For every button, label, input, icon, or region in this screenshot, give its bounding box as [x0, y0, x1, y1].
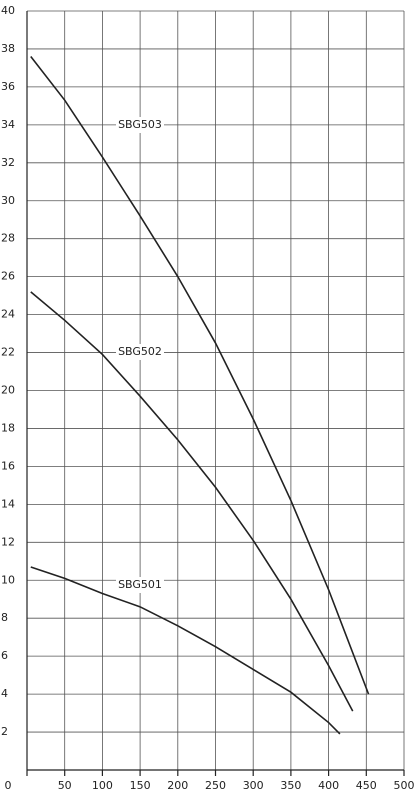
y-tick-label: 12	[1, 535, 15, 548]
x-tick-label: 500	[394, 779, 415, 792]
y-tick-label: 36	[1, 80, 15, 93]
curve-label: SBG503	[118, 118, 162, 131]
x-tick-label: 200	[167, 779, 188, 792]
y-tick-label: 4	[1, 687, 8, 700]
curve	[30, 56, 370, 695]
y-tick-label: 26	[1, 270, 15, 283]
label-bg	[116, 577, 164, 593]
y-tick-label: 34	[1, 118, 15, 131]
x-tick-label: 0	[5, 779, 12, 792]
curve-label: SBG502	[118, 345, 162, 358]
curve	[30, 566, 341, 735]
x-tick-label: 450	[356, 779, 377, 792]
y-tick-label: 6	[1, 649, 8, 662]
y-tick-label: 24	[1, 308, 15, 321]
y-tick-label: 22	[1, 346, 15, 359]
x-tick-label: 100	[92, 779, 113, 792]
y-tick-label: 16	[1, 459, 15, 472]
y-tick-label: 28	[1, 232, 15, 245]
label-bg	[116, 117, 164, 133]
y-tick-label: 2	[1, 725, 8, 738]
y-tick-label: 14	[1, 497, 15, 510]
y-tick-label: 32	[1, 156, 15, 169]
y-tick-label: 38	[1, 42, 15, 55]
label-bg	[116, 344, 164, 360]
x-tick-label: 50	[58, 779, 72, 792]
y-tick-label: 20	[1, 384, 15, 397]
x-tick-label: 150	[130, 779, 151, 792]
y-tick-label: 8	[1, 611, 8, 624]
curve	[30, 291, 354, 712]
x-tick-label: 350	[280, 779, 301, 792]
x-tick-label: 300	[243, 779, 264, 792]
y-tick-label: 40	[1, 4, 15, 17]
x-tick-label: 400	[318, 779, 339, 792]
y-tick-label: 10	[1, 573, 15, 586]
curve-label: SBG501	[118, 578, 162, 591]
x-tick-label: 250	[205, 779, 226, 792]
y-tick-label: 18	[1, 421, 15, 434]
y-tick-label: 30	[1, 194, 15, 207]
